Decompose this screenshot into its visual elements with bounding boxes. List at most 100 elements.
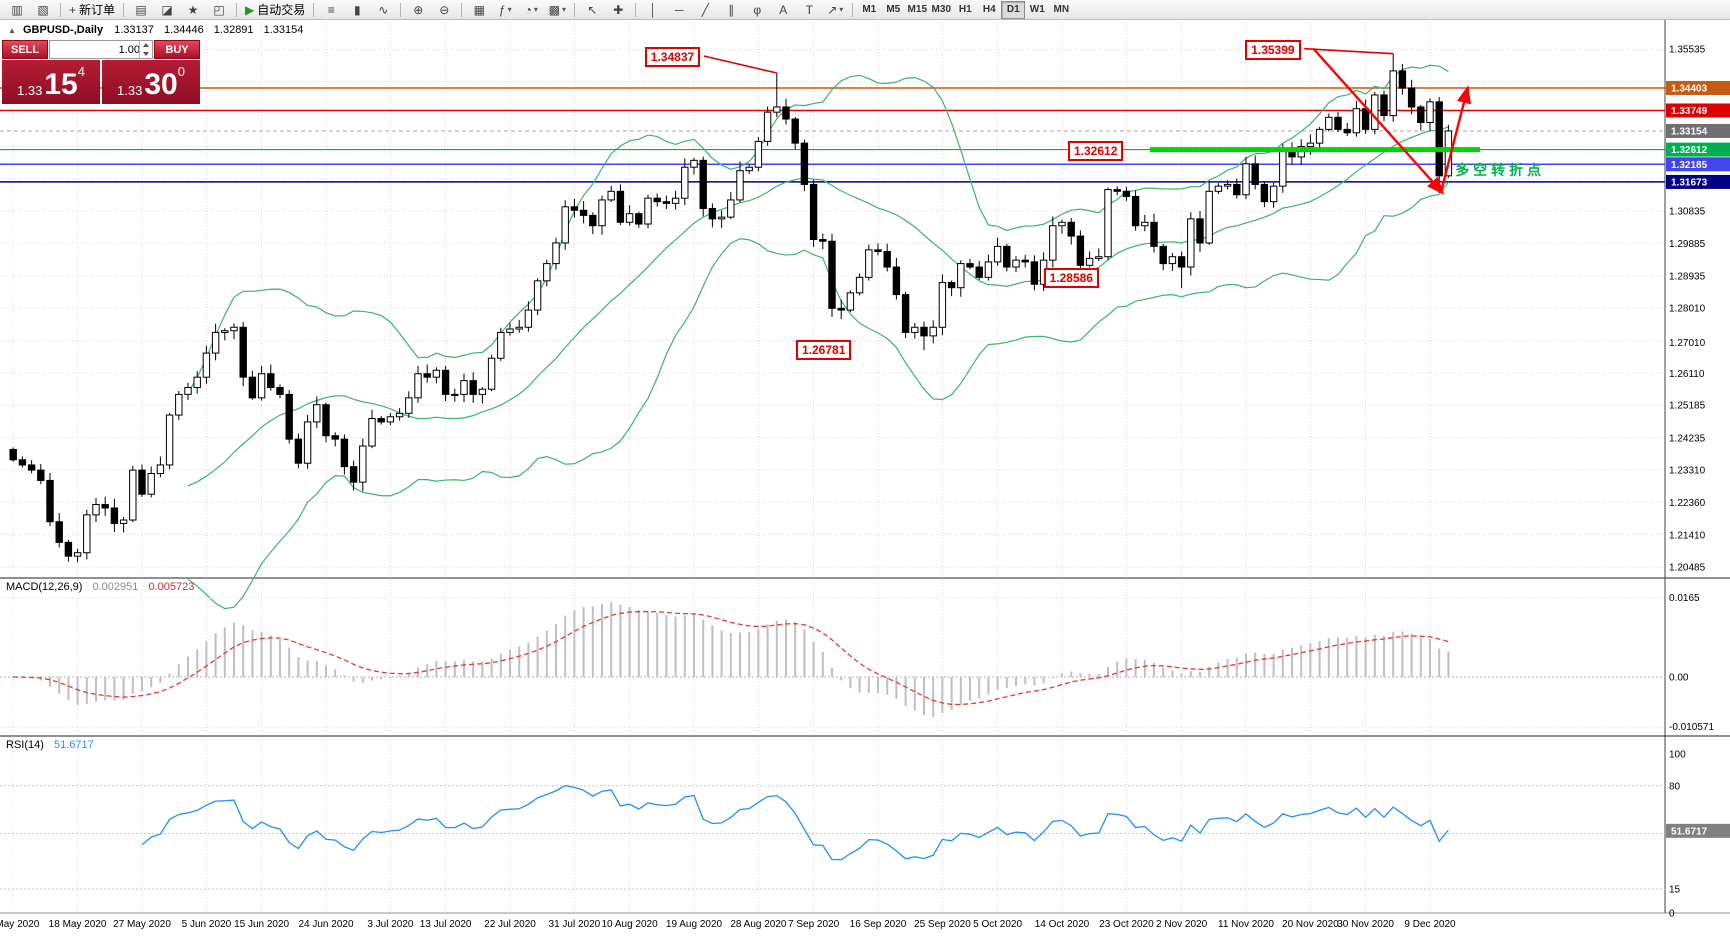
chevron-down-icon: ▾ xyxy=(561,5,566,14)
volume-stepper[interactable] xyxy=(139,41,152,58)
bollinger-bands xyxy=(187,64,1449,610)
equidistant-channel-button[interactable]: ∥ xyxy=(719,1,743,19)
cursor-button[interactable]: ↖ xyxy=(580,1,604,19)
volume-down-icon[interactable] xyxy=(143,51,149,56)
svg-text:1.22360: 1.22360 xyxy=(1669,498,1706,509)
collapse-icon[interactable]: ▲ xyxy=(8,26,16,35)
arrows-button[interactable]: ↗ ▾ xyxy=(823,1,847,19)
svg-text:23 Oct 2020: 23 Oct 2020 xyxy=(1099,919,1154,930)
market-watch-icon: ▤ xyxy=(135,2,147,17)
horizontal-line-button[interactable]: ─ xyxy=(667,1,691,19)
data-window-button[interactable]: ◪ xyxy=(155,1,179,19)
ohlc-high: 1.34446 xyxy=(163,24,204,36)
svg-text:14 Oct 2020: 14 Oct 2020 xyxy=(1035,919,1090,930)
sell-button[interactable]: SELL xyxy=(2,40,48,59)
symbol-period-label: GBPUSD-,Daily xyxy=(22,24,104,36)
data-window-icon: ◪ xyxy=(161,2,173,17)
navigator-button[interactable]: ★ xyxy=(181,1,205,19)
svg-text:1.24235: 1.24235 xyxy=(1669,433,1706,444)
zoom-out-icon: ⊖ xyxy=(439,2,450,17)
price-callout: 1.34837 xyxy=(644,47,701,68)
toolbar-separator xyxy=(236,2,238,17)
svg-text:31 Jul 2020: 31 Jul 2020 xyxy=(549,919,601,930)
periods-button[interactable]: ◔ ▾ xyxy=(519,1,543,19)
svg-text:30 Nov 2020: 30 Nov 2020 xyxy=(1337,919,1394,930)
toolbar-separator xyxy=(852,2,854,17)
templates-button[interactable]: ▩ ▾ xyxy=(545,1,569,19)
rsi-label: RSI(14) xyxy=(6,739,44,751)
toolbar: ▥ ▧ + 新订单 ▤ ◪ ★ ◰ ▶ 自动交易 ≡ ▮ ∿ ⊕ ⊖ ▦ ƒ ▾ ◔ ▾ ▩ ▾ ↖ ✚ │ ─ ╱ ∥ φ A T ↗ ▾ M1… xyxy=(0,0,1730,20)
drawn-arrows[interactable] xyxy=(703,47,1480,195)
text-label-button[interactable]: T xyxy=(797,1,821,19)
fibonacci-button[interactable]: φ xyxy=(745,1,769,19)
svg-text:2 Nov 2020: 2 Nov 2020 xyxy=(1156,919,1208,930)
zoom-in-button[interactable]: ⊕ xyxy=(406,1,430,19)
zoom-out-button[interactable]: ⊖ xyxy=(432,1,456,19)
svg-text:1.29885: 1.29885 xyxy=(1669,239,1706,250)
volume-up-icon[interactable] xyxy=(143,43,149,48)
buy-button[interactable]: BUY xyxy=(154,40,200,59)
trendline-button[interactable]: ╱ xyxy=(693,1,717,19)
terminal-button[interactable]: ◰ xyxy=(207,1,231,19)
candlestick-mode-icon: ▮ xyxy=(353,2,361,17)
timeframe-d1[interactable]: D1 xyxy=(1001,0,1026,19)
svg-text:1.28935: 1.28935 xyxy=(1669,272,1706,283)
timeframe-h4[interactable]: H4 xyxy=(982,4,996,15)
svg-text:1.23310: 1.23310 xyxy=(1669,465,1706,476)
chevron-down-icon: ▾ xyxy=(533,5,538,14)
equidistant-channel-icon: ∥ xyxy=(728,2,735,17)
toolbar-separator xyxy=(313,2,315,17)
crosshair-button[interactable]: ✚ xyxy=(606,1,630,19)
svg-text:1.35535: 1.35535 xyxy=(1669,45,1706,56)
line-chart-mode-button[interactable]: ∿ xyxy=(371,1,395,19)
timeframe-mn[interactable]: MN xyxy=(1053,4,1070,15)
periods-icon: ◔ xyxy=(524,2,532,17)
timeframe-h1[interactable]: H1 xyxy=(958,4,972,15)
price-callout: 1.26781 xyxy=(796,340,852,361)
svg-text:27 May 2020: 27 May 2020 xyxy=(113,919,171,930)
volume-input[interactable] xyxy=(50,41,142,58)
price-callout: 1.35399 xyxy=(1245,39,1301,60)
svg-text:1.32612: 1.32612 xyxy=(1671,145,1708,156)
text-icon: A xyxy=(779,2,788,17)
line-chart-mode-icon: ∿ xyxy=(378,2,389,17)
vertical-line-button[interactable]: │ xyxy=(641,1,665,19)
timeframe-m30[interactable]: M30 xyxy=(931,4,951,15)
new-chart-button[interactable]: ▥ xyxy=(5,1,29,19)
text-button[interactable]: A xyxy=(771,1,795,19)
new-order-button[interactable]: + 新订单 xyxy=(66,1,118,19)
buy-price-button[interactable]: 1.33 30 0 xyxy=(102,60,200,104)
svg-text:16 Sep 2020: 16 Sep 2020 xyxy=(850,919,907,930)
timeframe-m5[interactable]: M5 xyxy=(886,4,901,15)
chart-profiles-button[interactable]: ▧ xyxy=(31,1,55,19)
svg-text:9 Dec 2020: 9 Dec 2020 xyxy=(1404,919,1456,930)
timeframe-w1[interactable]: W1 xyxy=(1029,4,1045,15)
time-axis[interactable]: 7 May 2020 18 May 2020 27 May 2020 5 Jun 20… xyxy=(0,919,1456,930)
sell-price-button[interactable]: 1.33 15 4 xyxy=(2,60,100,104)
toolbar-separator xyxy=(461,2,463,17)
autotrading-button[interactable]: ▶ 自动交易 xyxy=(242,1,308,19)
candlestick-series xyxy=(9,53,1453,563)
sell-price-big: 15 xyxy=(44,68,78,101)
svg-text:7 May 2020: 7 May 2020 xyxy=(0,919,40,930)
svg-text:1.20485: 1.20485 xyxy=(1669,563,1706,574)
turning-point-annotation: 多空转折点 xyxy=(1455,161,1546,178)
price-axis[interactable]: 1.35535 1.30835 1.29885 1.28935 1.28010 1.270… xyxy=(1666,45,1730,920)
svg-text:1.32185: 1.32185 xyxy=(1671,160,1708,171)
tile-windows-icon: ▦ xyxy=(473,2,485,17)
indicators-button[interactable]: ƒ ▾ xyxy=(493,1,517,19)
gridlines xyxy=(0,22,1665,913)
svg-text:1.26110: 1.26110 xyxy=(1669,369,1705,380)
svg-text:25 Sep 2020: 25 Sep 2020 xyxy=(914,919,971,930)
timeframe-m15[interactable]: M15 xyxy=(907,4,927,15)
market-watch-button[interactable]: ▤ xyxy=(129,1,153,19)
timeframe-m1[interactable]: M1 xyxy=(862,4,877,15)
tile-windows-button[interactable]: ▦ xyxy=(467,1,491,19)
one-click-trading-panel: SELL BUY 1.33 15 4 1.33 30 0 xyxy=(2,40,200,104)
svg-text:1.28010: 1.28010 xyxy=(1669,304,1706,315)
new-chart-icon: ▥ xyxy=(11,2,23,17)
bar-chart-mode-button[interactable]: ≡ xyxy=(319,1,343,19)
candlestick-mode-button[interactable]: ▮ xyxy=(345,1,369,19)
